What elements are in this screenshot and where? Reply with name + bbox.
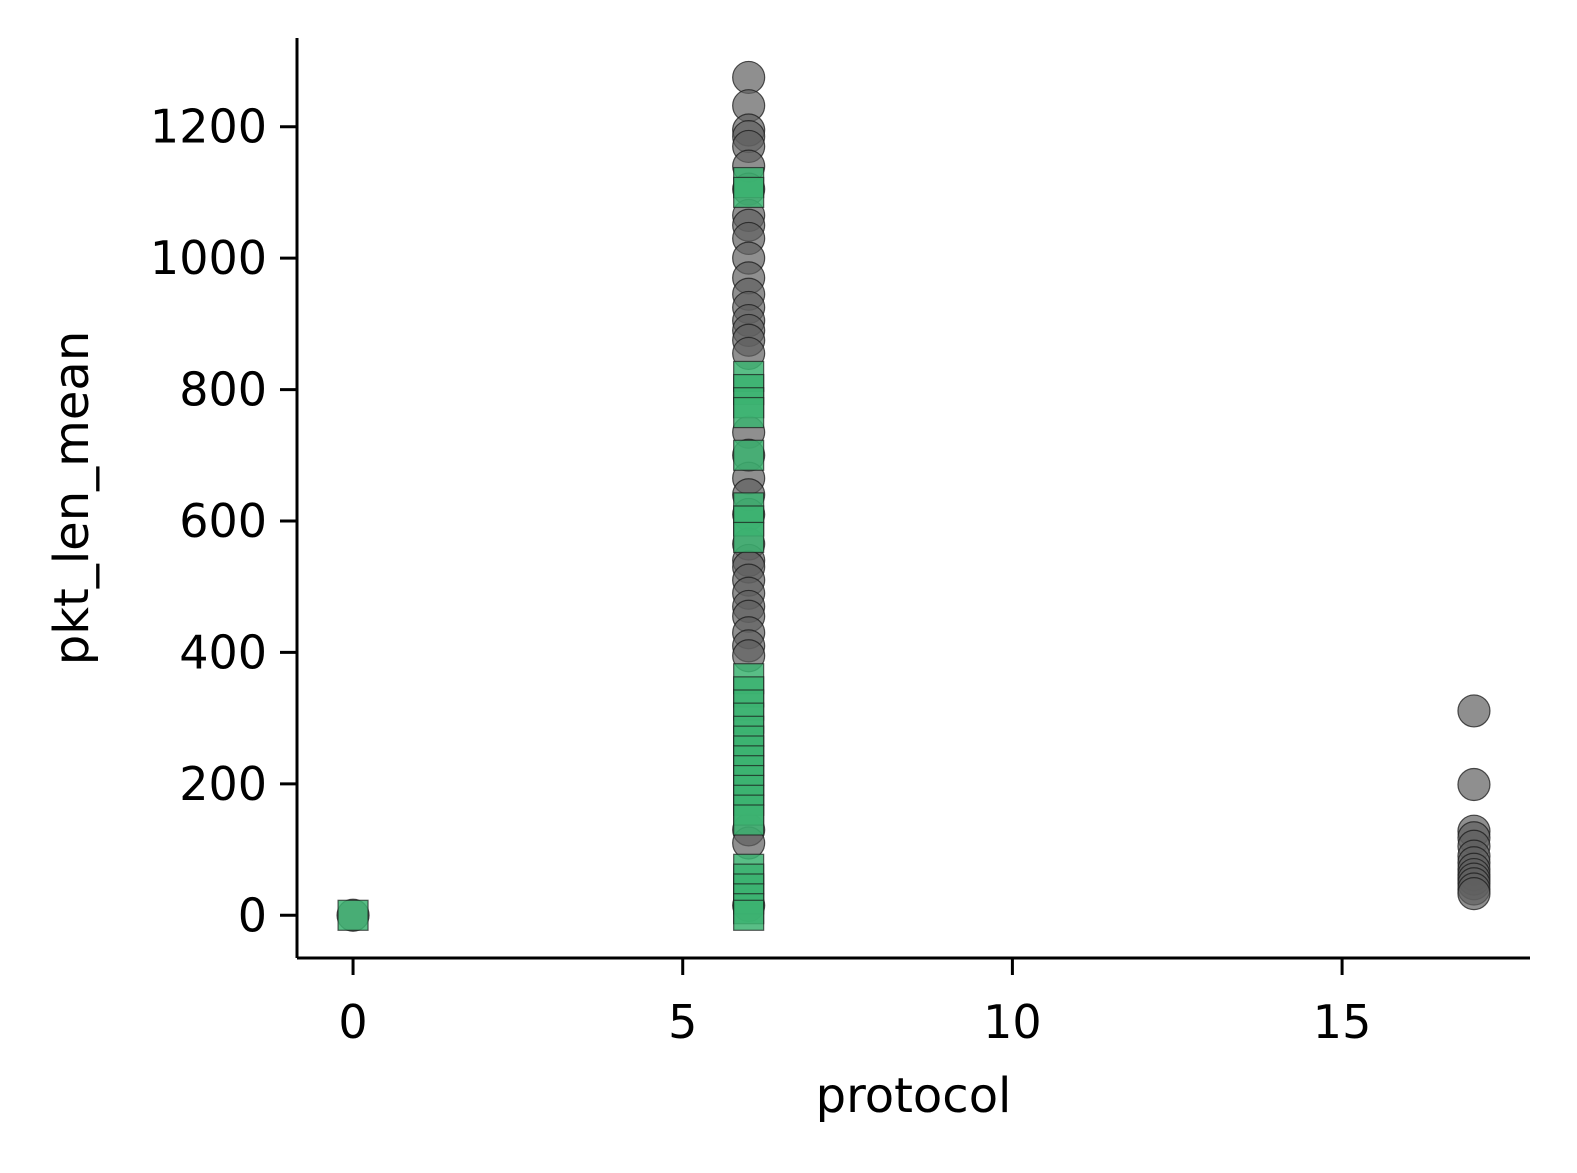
square-point — [733, 521, 765, 554]
square-point — [733, 899, 765, 931]
plot-marks — [336, 60, 1491, 932]
circle-point — [732, 60, 766, 95]
circle-point — [1457, 694, 1491, 728]
square-point — [733, 439, 765, 471]
y-axis-ticks: 0 200 400 600 800 1000 1200 — [150, 100, 297, 942]
x-axis-ticks: 0 5 10 15 — [338, 958, 1371, 1049]
x-tick-label: 10 — [983, 995, 1042, 1049]
square-point — [733, 396, 765, 429]
circle-point — [1457, 767, 1491, 802]
y-tick-label: 200 — [179, 757, 267, 811]
x-tick-label: 15 — [1313, 995, 1372, 1049]
x-tick-label: 0 — [338, 995, 367, 1049]
y-tick-label: 1200 — [150, 100, 267, 154]
y-tick-label: 0 — [238, 888, 267, 942]
y-axis-label: pkt_len_mean — [44, 331, 100, 666]
square-point — [337, 899, 369, 931]
x-axis-label: protocol — [816, 1068, 1012, 1124]
square-point — [733, 176, 765, 209]
y-tick-label: 600 — [179, 494, 267, 548]
circle-point — [1457, 876, 1491, 911]
y-tick-label: 400 — [179, 625, 267, 679]
y-tick-label: 1000 — [150, 231, 267, 285]
square-point — [733, 804, 765, 836]
x-tick-label: 5 — [668, 995, 697, 1049]
y-tick-label: 800 — [179, 363, 267, 417]
